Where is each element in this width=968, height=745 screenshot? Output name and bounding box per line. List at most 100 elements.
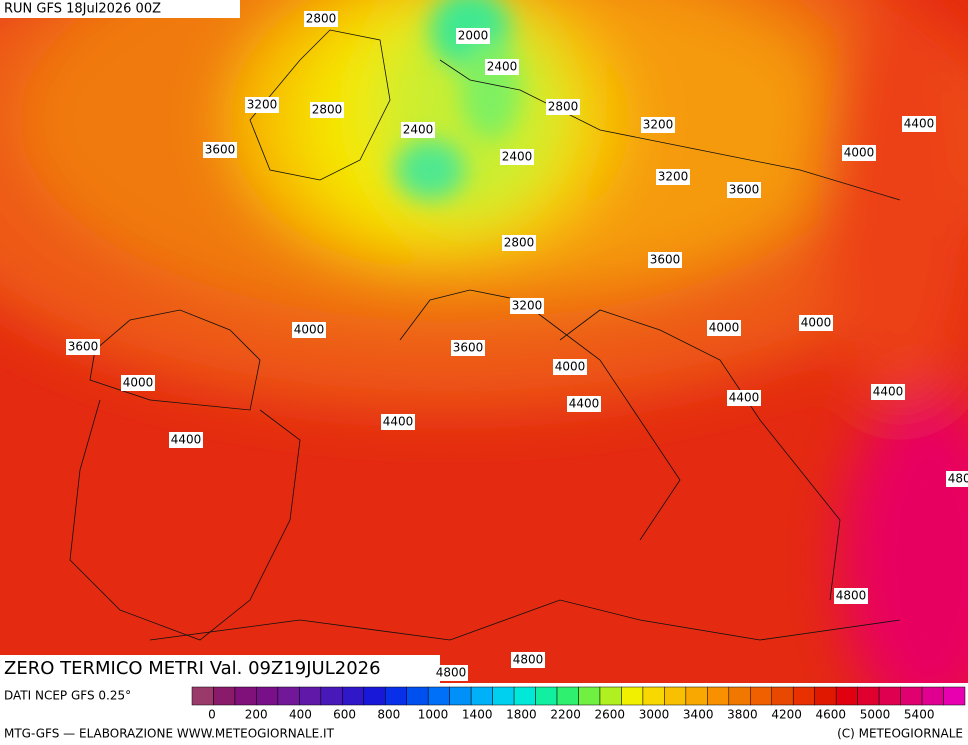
footer-right: (C) METEOGIORNALE bbox=[837, 727, 963, 741]
contour-label: 4400 bbox=[569, 397, 600, 411]
label-box bbox=[502, 235, 536, 251]
contour-label: 4400 bbox=[904, 117, 935, 131]
colorbar-swatch bbox=[385, 686, 407, 706]
label-box bbox=[842, 145, 876, 161]
colorbar-label: 400 bbox=[289, 708, 312, 722]
colorbar-swatch bbox=[750, 686, 772, 706]
run-label: RUN GFS 18Jul2026 00Z bbox=[4, 2, 161, 17]
contour-label: 2800 bbox=[548, 100, 579, 114]
colorbar-swatch bbox=[342, 686, 365, 706]
label-box bbox=[485, 59, 519, 75]
colorbar-swatch bbox=[621, 686, 644, 706]
contour-label: 4800 bbox=[436, 666, 467, 680]
colorbar-label: 2600 bbox=[595, 708, 626, 722]
colorbar-swatch bbox=[191, 686, 214, 706]
colorbar-swatch bbox=[707, 686, 730, 706]
label-box bbox=[510, 298, 544, 314]
title-box bbox=[0, 655, 440, 683]
contour-label: 4800 bbox=[948, 472, 968, 486]
colorbar-swatch bbox=[728, 686, 751, 706]
label-box bbox=[434, 665, 468, 681]
colorbar-label: 0 bbox=[208, 708, 216, 722]
label-box bbox=[799, 315, 833, 331]
contour-label: 4000 bbox=[123, 376, 154, 390]
colorbar-label: 3000 bbox=[639, 708, 670, 722]
colorbar-label: 3800 bbox=[727, 708, 758, 722]
colorbar-swatch bbox=[857, 686, 880, 706]
colorbar-swatch bbox=[299, 686, 322, 706]
label-box bbox=[648, 252, 682, 268]
contour-label: 3600 bbox=[453, 341, 484, 355]
label-box bbox=[451, 340, 485, 356]
label-box bbox=[401, 122, 435, 138]
contour-label: 4400 bbox=[171, 433, 202, 447]
contour-labels: 2800 2000 2400 3200 2800 2800 2400 3200 4400 3600… bbox=[66, 11, 968, 681]
contour-label: 2400 bbox=[487, 60, 518, 74]
colorbar-swatch bbox=[427, 686, 450, 706]
label-box bbox=[834, 588, 868, 604]
label-box bbox=[727, 390, 761, 406]
label-box bbox=[66, 339, 100, 355]
contour-label: 2400 bbox=[502, 150, 533, 164]
colorbar-label: 5000 bbox=[860, 708, 891, 722]
header-box bbox=[0, 0, 240, 18]
contour-label: 2000 bbox=[458, 29, 489, 43]
label-box bbox=[727, 182, 761, 198]
colorbar-swatch bbox=[642, 686, 665, 706]
colorbar-swatch bbox=[449, 686, 472, 706]
contour-label: 4000 bbox=[555, 360, 586, 374]
contour-label: 3200 bbox=[658, 170, 689, 184]
label-box bbox=[641, 117, 675, 133]
contour-label: 4400 bbox=[729, 391, 760, 405]
contour-label: 3200 bbox=[643, 118, 674, 132]
map-title: ZERO TERMICO METRI Val. 09Z19JUL2026 bbox=[4, 658, 381, 679]
label-box bbox=[381, 414, 415, 430]
colorbar-label: 600 bbox=[333, 708, 356, 722]
colorbar-label: 1400 bbox=[462, 708, 493, 722]
label-box bbox=[169, 432, 203, 448]
source: DATI NCEP GFS 0.25° bbox=[4, 689, 131, 703]
label-box bbox=[292, 322, 326, 338]
contour-label: 3600 bbox=[205, 143, 236, 157]
colorbar-label: 1800 bbox=[506, 708, 537, 722]
colorbar-swatch bbox=[685, 686, 708, 706]
colorbar-label: 3400 bbox=[683, 708, 714, 722]
colorbar-swatch bbox=[213, 686, 236, 706]
label-box bbox=[304, 11, 338, 27]
colorbar-label: 200 bbox=[245, 708, 268, 722]
contour-label: 4400 bbox=[873, 385, 904, 399]
colorbar-swatch bbox=[470, 686, 493, 706]
label-box bbox=[203, 142, 237, 158]
colorbar-swatch bbox=[578, 686, 601, 706]
colorbar-swatch bbox=[878, 686, 901, 706]
colorbar-swatch bbox=[513, 686, 536, 706]
contour-label: 3200 bbox=[247, 98, 278, 112]
colorbar-swatch bbox=[556, 686, 579, 706]
colorbar-swatch bbox=[814, 686, 837, 706]
label-box bbox=[553, 359, 587, 375]
label-box bbox=[871, 384, 905, 400]
label-box bbox=[456, 28, 490, 44]
contour-label: 4000 bbox=[709, 321, 740, 335]
contour-label: 4800 bbox=[836, 589, 867, 603]
label-box bbox=[310, 102, 344, 118]
contour-label: 4000 bbox=[801, 316, 832, 330]
field bbox=[0, 0, 968, 683]
label-box bbox=[511, 652, 545, 668]
contour-label: 2800 bbox=[306, 12, 337, 26]
label-box bbox=[946, 471, 968, 487]
colorbar-swatch bbox=[792, 686, 815, 706]
colorbar-swatch bbox=[492, 686, 515, 706]
colorbar-swatch bbox=[921, 686, 944, 706]
colorbar-swatch bbox=[363, 686, 386, 706]
contour-label: 4000 bbox=[844, 146, 875, 160]
colorbar-label: 4600 bbox=[816, 708, 847, 722]
label-box bbox=[500, 149, 534, 165]
colorbar-swatch bbox=[771, 686, 794, 706]
contour-label: 4000 bbox=[294, 323, 325, 337]
label-box bbox=[567, 396, 601, 412]
label-box bbox=[121, 375, 155, 391]
colorbar-label: 5400 bbox=[904, 708, 935, 722]
